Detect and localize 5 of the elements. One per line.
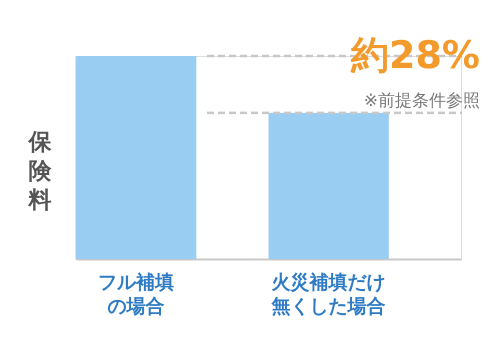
- y-axis-title: 保険料: [28, 130, 52, 214]
- annotation: 約28%: [350, 33, 480, 77]
- x-tick-label: 火災補填だけ無くした場合: [270, 272, 386, 318]
- annotation: ※前提条件参照: [364, 91, 480, 111]
- x-tick-label: フル補填の場合: [98, 272, 174, 318]
